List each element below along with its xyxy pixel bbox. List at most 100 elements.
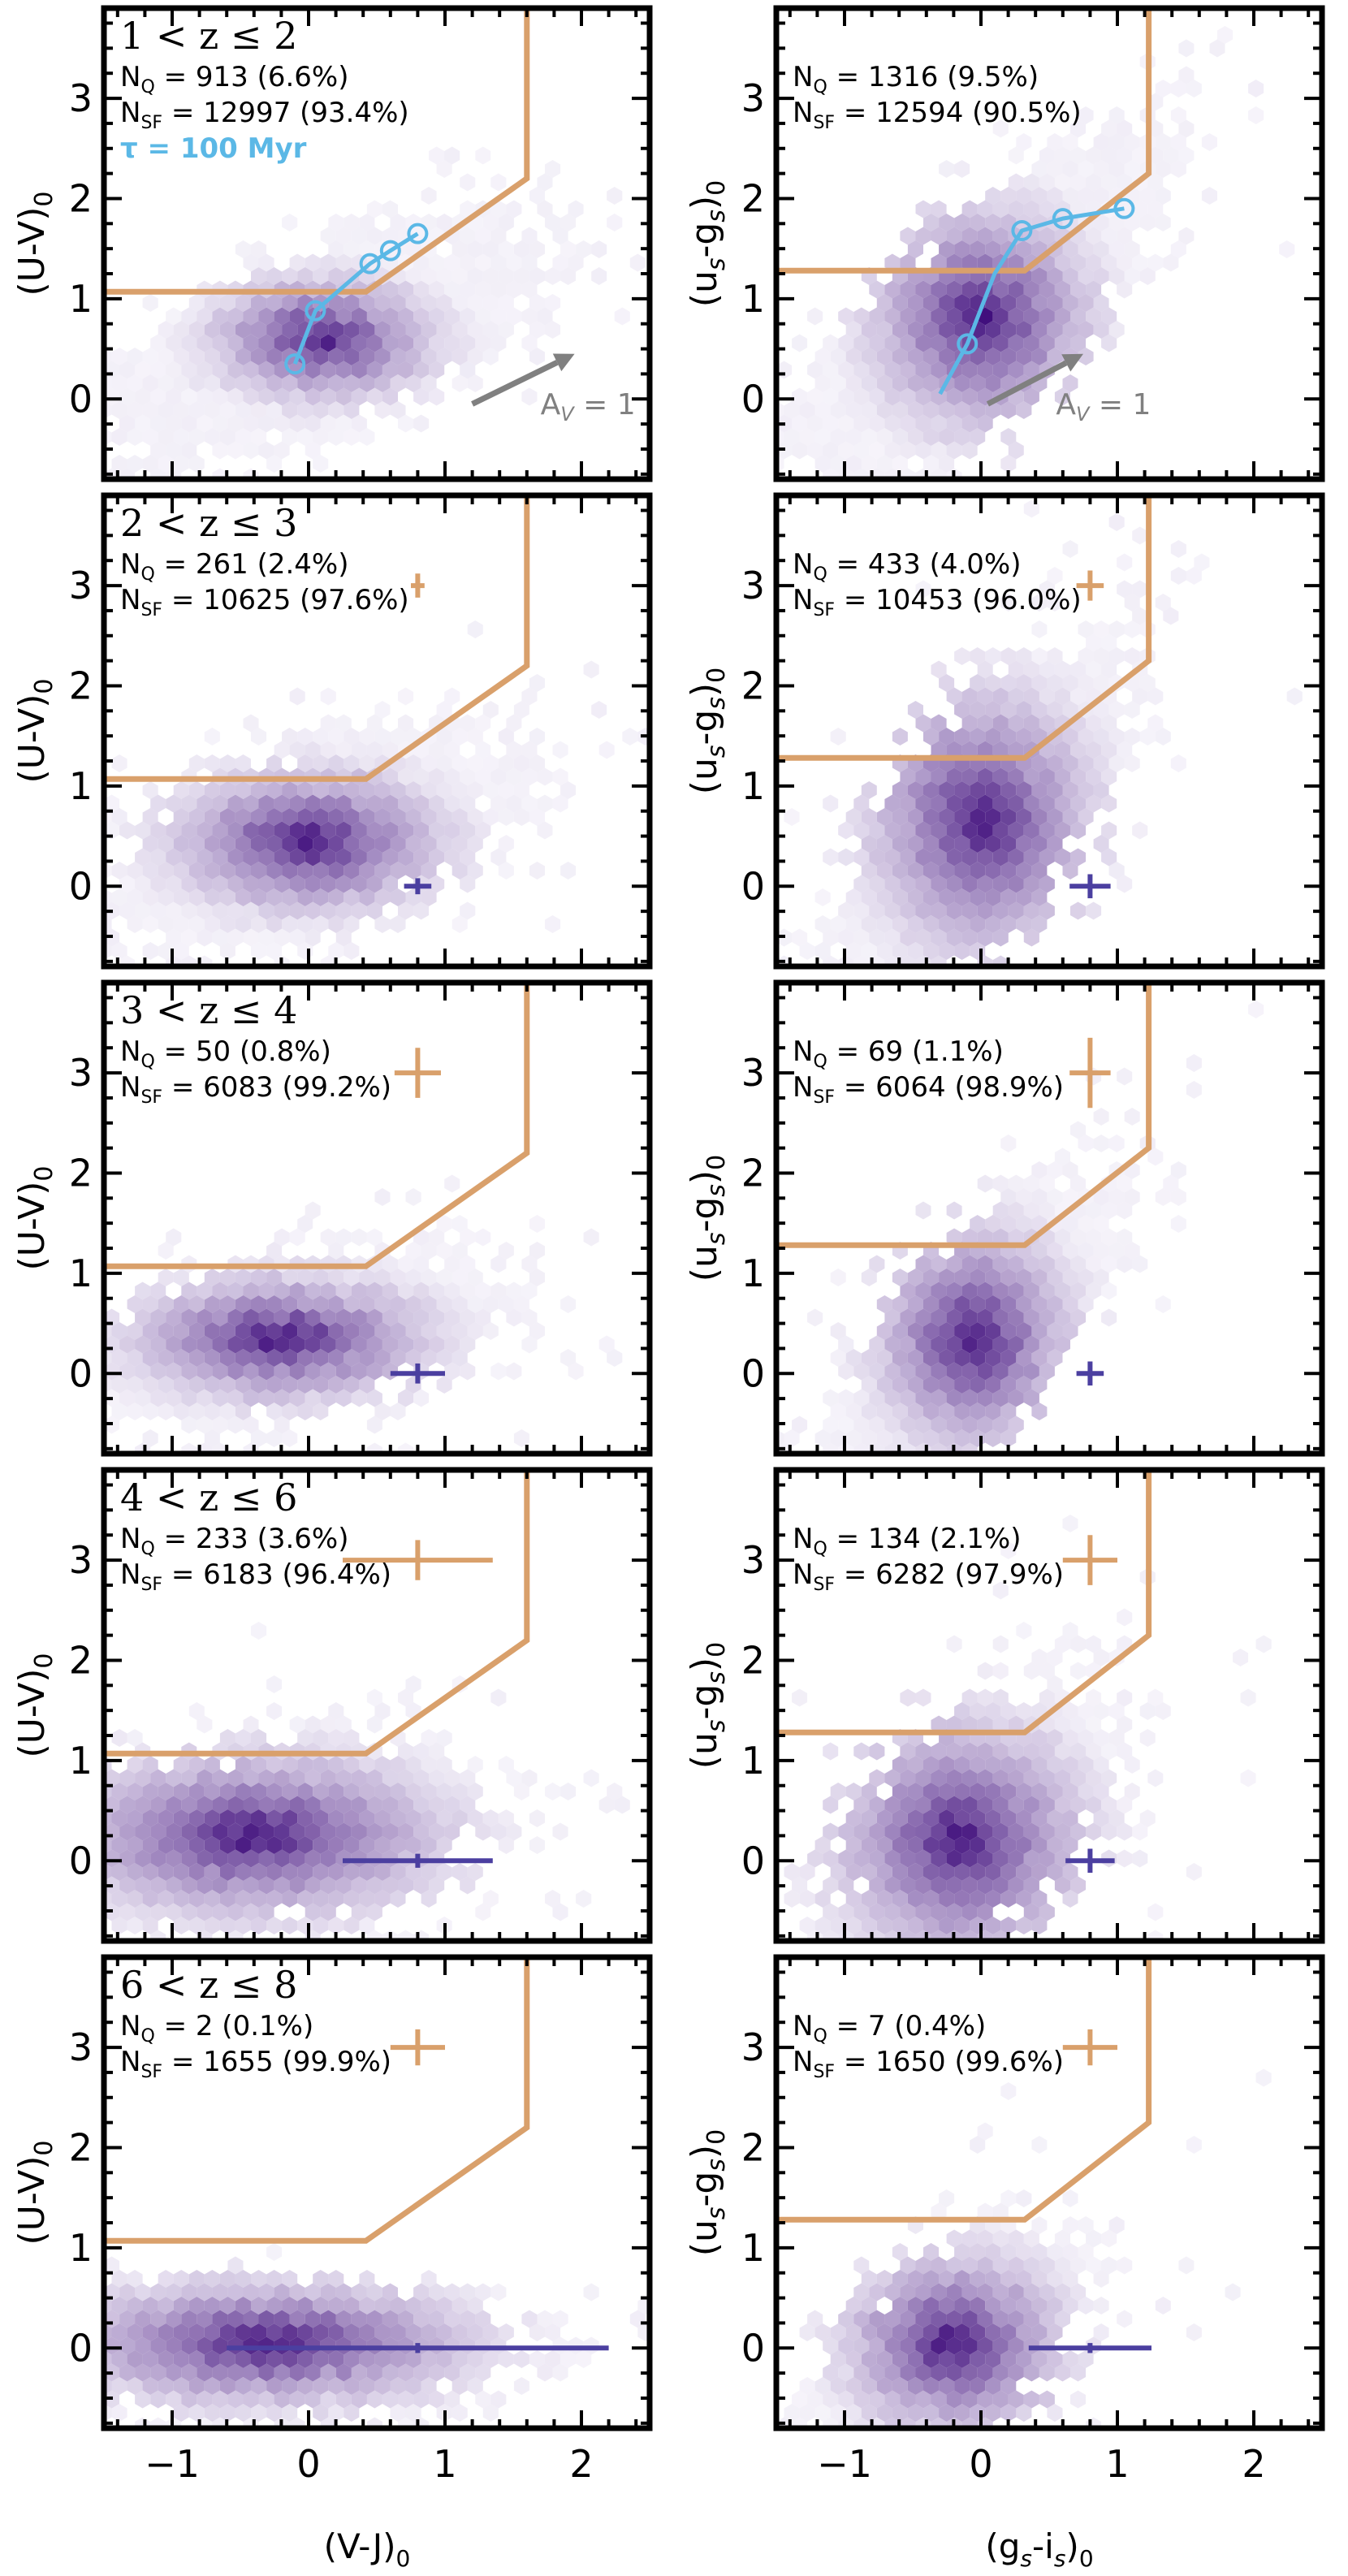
hexbin — [1008, 1389, 1024, 1407]
hexbin — [869, 2336, 885, 2355]
hexbin — [1070, 2256, 1087, 2275]
hexbin — [11, 1850, 27, 1868]
hexbin — [235, 2297, 251, 2315]
hexbin — [142, 2350, 158, 2368]
hexbin — [1108, 1702, 1125, 1720]
hexbin — [985, 1836, 1001, 1854]
hexbin — [297, 1376, 313, 1394]
hexbin — [1139, 267, 1156, 285]
hexbin — [50, 1809, 65, 1827]
n-q-value: = 1316 (9.5%) — [827, 61, 1039, 93]
hexbin — [50, 915, 65, 933]
hexbin — [421, 1783, 437, 1800]
hexbin — [862, 1483, 877, 1501]
hexbin — [861, 1349, 877, 1367]
hexbin — [970, 781, 986, 799]
hexbin — [946, 794, 962, 813]
hexbin — [104, 2256, 120, 2275]
hexbin — [845, 321, 862, 339]
hexbin — [970, 2377, 986, 2395]
hexbin — [1008, 1335, 1024, 1354]
hexbin — [398, 1769, 414, 1787]
hexbin — [1047, 294, 1063, 312]
hexbin — [50, 1836, 65, 1854]
hexbin — [961, 1903, 978, 1921]
hexbin — [359, 1783, 375, 1800]
hexbin — [227, 928, 244, 947]
hexbin — [405, 294, 421, 312]
hexbin — [173, 1295, 189, 1313]
hexbin — [954, 2270, 970, 2288]
hexbin — [289, 2390, 305, 2409]
hexbin — [212, 1308, 228, 1327]
hexbin — [529, 674, 545, 692]
hexbin — [799, 2404, 815, 2422]
hexbin — [900, 1389, 916, 1407]
hexbin — [197, 414, 213, 433]
hexbin — [900, 1984, 915, 2002]
hexbin — [954, 728, 970, 746]
hexbin — [1054, 1796, 1070, 1814]
hexbin — [274, 1822, 290, 1841]
hexbin — [1070, 1635, 1087, 1653]
hexbin — [961, 280, 978, 299]
hexbin — [939, 2350, 955, 2368]
hexbin — [1016, 1917, 1032, 1934]
hexbin — [992, 901, 1009, 920]
hexbin — [1031, 187, 1048, 205]
hexbin — [181, 1849, 197, 1868]
hexbin — [923, 1295, 940, 1313]
hexbin — [398, 2390, 414, 2409]
hexbin — [212, 821, 228, 840]
hexbin — [1086, 146, 1102, 165]
hexbin — [1023, 307, 1039, 326]
hexbin — [451, 2350, 468, 2368]
hexbin — [745, 469, 761, 486]
hexbin — [1070, 334, 1087, 352]
hexbin — [80, 2297, 96, 2315]
hexbin — [1170, 133, 1186, 151]
hexbin — [1117, 146, 1133, 165]
hexbin — [374, 1836, 391, 1854]
hexbin — [892, 808, 908, 826]
hexbin — [313, 1349, 329, 1367]
hexbin — [1016, 888, 1032, 906]
hexbin — [335, 414, 352, 433]
ylabel: (us-gs)0 — [684, 668, 731, 794]
hexbin — [142, 835, 158, 853]
hexbin — [915, 1742, 931, 1761]
hexbin — [498, 781, 514, 799]
hexbin — [1047, 754, 1063, 772]
hexbin — [320, 2363, 336, 2382]
hexbin — [421, 1349, 437, 1367]
hexbin — [219, 1729, 235, 1747]
hexbin — [204, 1295, 220, 1313]
hexbin — [985, 1322, 1001, 1340]
hexbin — [977, 2202, 993, 2221]
hexbin — [1101, 1282, 1117, 1300]
hexbin — [320, 227, 336, 245]
hexbin — [467, 1863, 483, 1881]
hexbin — [243, 2363, 259, 2382]
hexbin — [753, 2431, 768, 2448]
hexbin — [266, 1917, 283, 1934]
ylabel-close: ) — [684, 196, 725, 210]
hexbin — [313, 348, 329, 365]
hexbin — [521, 1335, 538, 1354]
hexbin — [219, 1295, 235, 1313]
hexbin — [923, 835, 940, 853]
hexbin — [343, 1836, 360, 1854]
hexbin — [1039, 280, 1055, 299]
hexbin — [970, 240, 986, 258]
hexbin — [142, 1809, 158, 1827]
hexbin — [212, 2390, 228, 2409]
hexbin — [366, 1282, 382, 1300]
hexbin — [374, 1890, 391, 1908]
hexbin — [992, 794, 1009, 813]
hexbin — [884, 253, 901, 272]
hexbin — [421, 1809, 437, 1827]
hexbin — [413, 2283, 430, 2302]
hexbin — [313, 1322, 329, 1340]
hexbin — [80, 1783, 96, 1800]
